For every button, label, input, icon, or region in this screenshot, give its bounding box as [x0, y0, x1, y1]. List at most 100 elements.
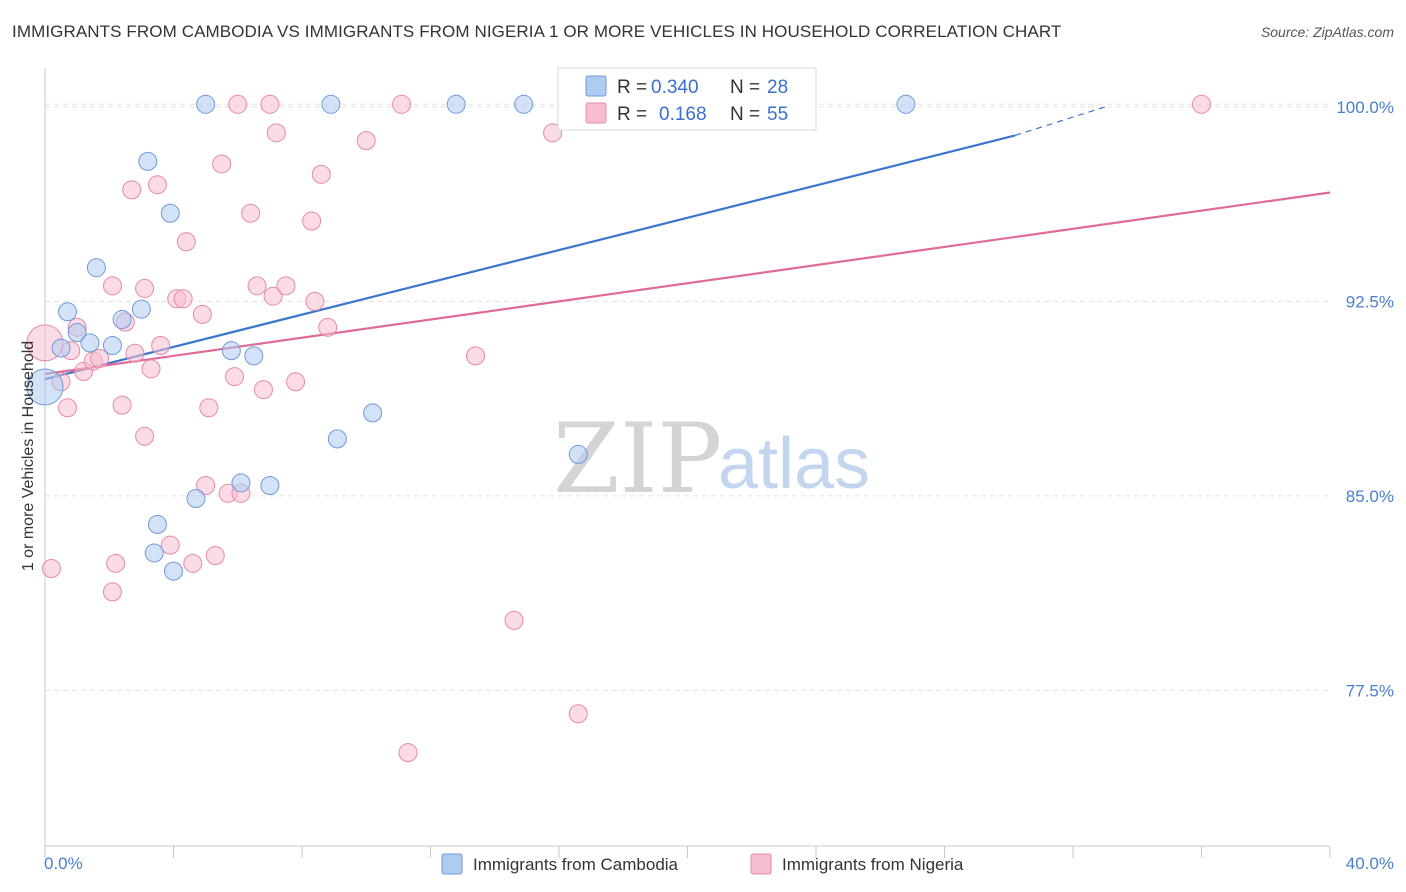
- nigeria-point-11: [106, 553, 126, 573]
- cambodia-point-9: [138, 151, 158, 171]
- legend-swatch-cambodia: [585, 75, 607, 97]
- bottom-legend: Immigrants from Cambodia Immigrants from…: [441, 853, 964, 875]
- cambodia-point-6: [102, 335, 122, 355]
- cambodia-point-12: [160, 203, 180, 223]
- x-tick-label-min: 0.0%: [44, 854, 83, 873]
- cambodia-point-1: [51, 338, 71, 358]
- nigeria-point-23: [173, 289, 193, 309]
- cambodia-point-27: [896, 94, 916, 114]
- legend-swatch-nigeria: [585, 102, 607, 124]
- nigeria-point-44: [305, 291, 325, 311]
- nigeria-point-3: [57, 398, 77, 418]
- nigeria-point-45: [311, 164, 331, 184]
- nigeria-point-38: [260, 94, 280, 114]
- nigeria-point-17: [135, 426, 155, 446]
- watermark-atlas: atlas: [718, 424, 870, 504]
- cambodia-point-16: [221, 341, 241, 361]
- y-tick-label-3: 100.0%: [1336, 98, 1394, 117]
- cambodia-point-5: [86, 258, 106, 278]
- nigeria-point-46: [318, 317, 338, 337]
- legend-r-value-nigeria: 0.168: [659, 104, 707, 125]
- cambodia-point-11: [144, 543, 164, 563]
- cambodia-point-25: [568, 444, 588, 464]
- nigeria-point-53: [568, 704, 588, 724]
- nigeria-point-12: [112, 395, 132, 415]
- nigeria-point-37: [253, 380, 273, 400]
- legend: R = 0.340 N = 28 R = 0.168 N = 55: [557, 67, 817, 131]
- nigeria-point-21: [160, 535, 180, 555]
- nigeria-point-27: [196, 476, 216, 496]
- y-tick-label-2: 92.5%: [1346, 292, 1394, 311]
- cambodia-point-3: [67, 323, 87, 343]
- nigeria-point-18: [141, 359, 161, 379]
- nigeria-point-30: [212, 154, 232, 174]
- nigeria-point-10: [102, 582, 122, 602]
- cambodia-point-10: [147, 514, 167, 534]
- nigeria-point-35: [241, 203, 261, 223]
- nigeria-point-39: [263, 286, 283, 306]
- cambodia-point-8: [131, 299, 151, 319]
- y-axis-tick-labels: 77.5% 85.0% 92.5% 100.0%: [1336, 98, 1394, 701]
- nigeria-point-32: [225, 367, 245, 387]
- nigeria-point-1: [41, 559, 61, 579]
- source-label: Source: ZipAtlas.com: [1260, 24, 1394, 40]
- bottom-legend-swatch-cambodia: [441, 853, 463, 875]
- cambodia-point-17: [231, 473, 251, 493]
- trend-line-cambodia: [44, 134, 1016, 381]
- legend-n-label-nigeria: N =: [730, 104, 760, 125]
- nigeria-point-52: [543, 123, 563, 143]
- nigeria-point-14: [122, 180, 142, 200]
- nigeria-point-47: [356, 131, 376, 151]
- cambodia-point-24: [514, 94, 534, 114]
- cambodia-point-15: [196, 94, 216, 114]
- x-axis-ticks: [44, 846, 1331, 858]
- nigeria-point-25: [183, 553, 203, 573]
- cambodia-point-13: [164, 561, 183, 581]
- legend-r-label-nigeria: R =: [617, 104, 647, 125]
- nigeria-point-8: [90, 348, 110, 368]
- nigeria-point-41: [276, 276, 296, 296]
- cambodia-point-18: [244, 346, 264, 366]
- cambodia-point-7: [112, 310, 132, 330]
- x-tick-label-max: 40.0%: [1346, 854, 1394, 873]
- cambodia-point-14: [186, 488, 206, 508]
- cambodia-point-19: [260, 476, 280, 496]
- trend-line-cambodia-extension: [1014, 106, 1106, 136]
- legend-r-label-cambodia: R =: [617, 77, 647, 98]
- y-tick-label-0: 77.5%: [1346, 681, 1394, 700]
- cambodia-point-23: [446, 94, 466, 114]
- y-axis-label: 1 or more Vehicles in Household: [20, 341, 37, 571]
- chart-title: IMMIGRANTS FROM CAMBODIA VS IMMIGRANTS F…: [12, 22, 1062, 41]
- nigeria-point-20: [151, 335, 171, 355]
- gridlines: [45, 103, 1330, 691]
- nigeria-point-16: [135, 278, 155, 298]
- y-tick-label-1: 85.0%: [1346, 487, 1394, 506]
- nigeria-point-26: [192, 304, 212, 324]
- nigeria-point-19: [147, 175, 167, 195]
- nigeria-point-49: [398, 743, 418, 763]
- watermark: ZIP atlas: [553, 403, 870, 515]
- bottom-legend-swatch-nigeria: [750, 853, 772, 875]
- trend-line-nigeria: [44, 191, 1331, 376]
- legend-n-value-cambodia: 28: [767, 77, 788, 98]
- cambodia-point-2: [57, 302, 77, 322]
- legend-n-label-cambodia: N =: [730, 77, 760, 98]
- nigeria-point-48: [392, 94, 412, 114]
- legend-n-value-nigeria: 55: [767, 104, 788, 125]
- cambodia-point-0: [26, 368, 64, 406]
- bottom-legend-label-nigeria: Immigrants from Nigeria: [782, 855, 964, 874]
- cambodia-point-21: [327, 429, 347, 449]
- nigeria-point-42: [286, 372, 306, 392]
- nigeria-point-36: [247, 276, 267, 296]
- nigeria-point-24: [176, 232, 196, 252]
- nigeria-point-51: [504, 610, 524, 630]
- cambodia-point-20: [321, 94, 341, 114]
- nigeria-point-9: [102, 276, 122, 296]
- cambodia-point-22: [363, 403, 383, 423]
- legend-r-value-cambodia: 0.340: [651, 77, 699, 98]
- nigeria-point-54: [1192, 94, 1211, 114]
- nigeria-point-29: [205, 546, 225, 566]
- nigeria-point-50: [465, 346, 485, 366]
- cambodia-point-4: [80, 333, 100, 353]
